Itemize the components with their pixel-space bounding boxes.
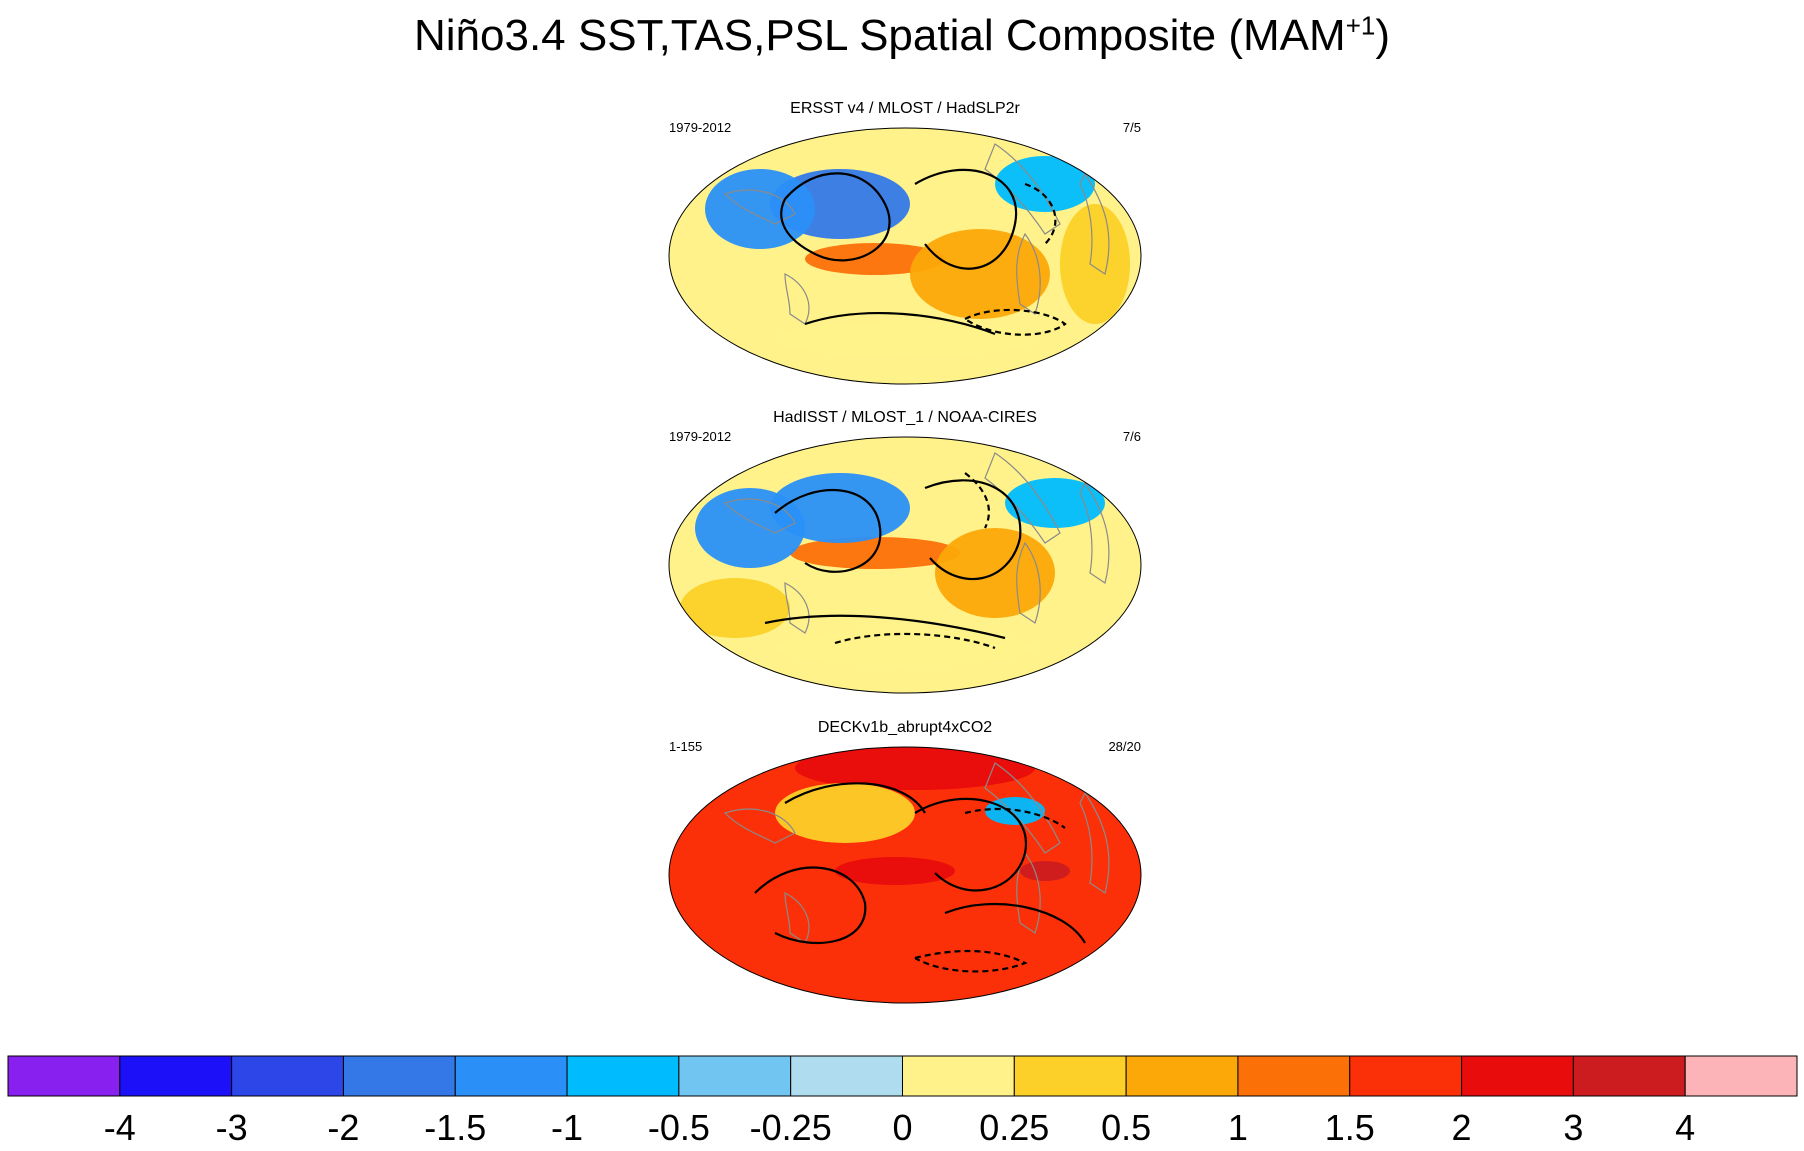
- psl-contour-6: [784, 782, 926, 814]
- psl-contour-4: [914, 949, 1028, 973]
- colorbar-swatch-15: [1572, 1055, 1686, 1097]
- anomaly-region-4: [705, 169, 815, 249]
- map-1: [668, 127, 1142, 385]
- colorbar-label: -0.25: [750, 1107, 832, 1148]
- anomaly-region-3: [835, 857, 955, 885]
- colorbar-swatch-3: [231, 1055, 344, 1097]
- panel-title: ERSST v4 / MLOST / HadSLP2r: [790, 100, 1020, 117]
- coastline-4: [723, 498, 796, 534]
- colorbar-label: -4: [104, 1107, 136, 1148]
- psl-contour-2: [914, 168, 1018, 270]
- psl-contour-2: [924, 479, 1022, 581]
- colorbar-label: -3: [216, 1107, 248, 1148]
- colorbar-swatch-11: [1125, 1055, 1239, 1097]
- colorbar-swatch-8: [790, 1055, 903, 1097]
- panel-period: 1979-2012: [669, 429, 732, 444]
- colorbar-label: 0: [892, 1107, 912, 1148]
- panel-period: 1-155: [669, 739, 703, 754]
- coastline-5: [784, 582, 810, 634]
- map-border: [668, 127, 1142, 385]
- anomaly-region-3: [770, 473, 910, 543]
- colorbar-swatch-6: [566, 1055, 680, 1097]
- anomaly-region-4: [775, 783, 915, 843]
- colorbar-swatch-7: [678, 1055, 792, 1097]
- anomaly-region-7: [775, 321, 1035, 357]
- anomaly-region-6: [995, 156, 1095, 212]
- anomaly-region-7: [775, 630, 1035, 666]
- colorbar-label: 4: [1675, 1107, 1695, 1148]
- anomaly-region-6: [1005, 478, 1105, 528]
- colorbar-swatch-5: [454, 1055, 568, 1097]
- psl-contour-5: [964, 472, 990, 529]
- coastline-3: [1079, 481, 1110, 584]
- panel-count: 7/5: [1122, 120, 1141, 135]
- psl-contour-3: [944, 902, 1086, 944]
- panel-period: 1979-2012: [669, 120, 732, 135]
- psl-contour-3: [764, 614, 1006, 640]
- colorbar-label: 2: [1452, 1107, 1472, 1148]
- coastline-4: [723, 808, 796, 844]
- chart-title: Niño3.4 SST,TAS,PSL Spatial Composite (M…: [0, 6, 1804, 66]
- map-border: [668, 746, 1142, 1004]
- map-panel-3: DECKv1b_abrupt4xCO2 1-155 28/20: [665, 719, 1145, 1007]
- coastline-2: [1016, 541, 1041, 624]
- coastline-1: [984, 762, 1061, 854]
- map-panel-2: HadISST / MLOST_1 / NOAA-CIRES 1979-2012…: [665, 409, 1145, 697]
- panel-count: 7/6: [1122, 429, 1141, 444]
- coastline-4: [723, 189, 796, 225]
- colorbar-swatch-13: [1349, 1055, 1463, 1097]
- anomaly-region-7: [1020, 861, 1070, 881]
- chart-title-superscript: +1: [1345, 10, 1376, 41]
- chart-title-text: Niño3.4 SST,TAS,PSL Spatial Composite (M…: [413, 11, 1346, 60]
- colorbar-swatch-9: [902, 1055, 1015, 1097]
- colorbar-swatch-10: [1013, 1055, 1127, 1097]
- psl-contour-4: [834, 632, 996, 650]
- colorbar-label: 0.5: [1101, 1107, 1151, 1148]
- colorbar-label: 1: [1228, 1107, 1248, 1148]
- colorbar-label: -0.5: [648, 1107, 710, 1148]
- colorbar-swatch-12: [1237, 1055, 1351, 1097]
- psl-contour-5: [964, 807, 1066, 829]
- colorbar-label: 1.5: [1325, 1107, 1375, 1148]
- anomaly-region-2: [910, 229, 1050, 319]
- colorbar-label: 3: [1563, 1107, 1583, 1148]
- colorbar-swatch-4: [342, 1055, 456, 1097]
- panel-count: 28/20: [1108, 739, 1141, 754]
- anomaly-region-6: [725, 903, 1085, 983]
- colorbar-swatch-16: [1684, 1055, 1798, 1097]
- coastline-2: [1016, 851, 1041, 934]
- colorbar-label: -1: [551, 1107, 583, 1148]
- colorbar-swatch-14: [1461, 1055, 1574, 1097]
- anomaly-region-5: [1060, 204, 1130, 324]
- colorbar-label: -1.5: [424, 1107, 486, 1148]
- psl-contour-3: [804, 312, 996, 336]
- panel-title: DECKv1b_abrupt4xCO2: [817, 719, 993, 736]
- colorbar-label: 0.25: [979, 1107, 1049, 1148]
- colorbar: -4 -3 -2 -1.5 -1 -0.5 -0.25 0 0.25 0.5 1 1.5 2 3 4: [7, 1055, 1798, 1148]
- map-2: [668, 436, 1142, 694]
- colorbar-swatch-1: [7, 1055, 121, 1097]
- psl-contour-4: [964, 308, 1067, 336]
- colorbar-label: -2: [327, 1107, 359, 1148]
- map-border: [668, 436, 1142, 694]
- colorbar-swatch-2: [119, 1055, 233, 1097]
- map-panel-1: ERSST v4 / MLOST / HadSLP2r 1979-2012 7/…: [665, 100, 1145, 388]
- coastline-2: [1016, 232, 1041, 315]
- anomaly-region-2: [795, 747, 1035, 790]
- chart-title-suffix: ): [1375, 11, 1390, 60]
- psl-contour-1: [774, 489, 882, 573]
- psl-contour-1: [780, 172, 891, 262]
- panel-title: HadISST / MLOST_1 / NOAA-CIRES: [773, 409, 1037, 426]
- coastline-3: [1079, 172, 1110, 275]
- anomaly-region-1: [805, 243, 945, 275]
- anomaly-region-5: [680, 578, 790, 638]
- coastline-3: [1079, 791, 1110, 894]
- psl-contour-5: [1024, 182, 1057, 245]
- psl-contour-1: [754, 866, 867, 945]
- anomaly-region-4: [695, 488, 805, 568]
- map-3: [668, 746, 1142, 1004]
- psl-contour-2: [914, 797, 1028, 892]
